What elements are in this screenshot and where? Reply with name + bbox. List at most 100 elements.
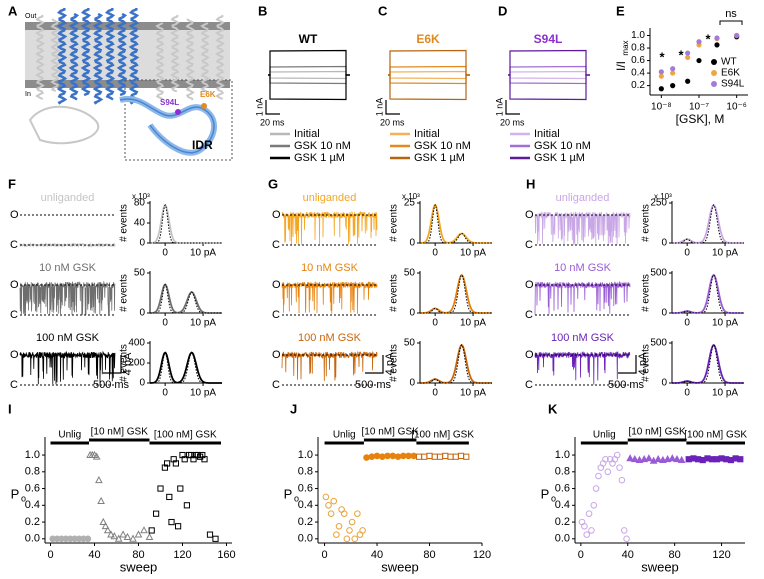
data-point: [714, 35, 720, 41]
helix: [128, 7, 140, 105]
period-label: [100 nM] GSK: [154, 430, 217, 441]
current-trace: [268, 74, 350, 101]
helix: [68, 12, 80, 101]
data-point: [654, 454, 663, 463]
annotation: *: [678, 47, 684, 62]
hist-y-label: # events: [119, 274, 130, 312]
current-trace: [508, 74, 590, 101]
x-tick-label: 10 pA: [712, 388, 738, 399]
row-label: 100 nM GSK: [298, 332, 362, 344]
current-trace: [508, 70, 590, 76]
y-tick-label: 0.2: [298, 516, 313, 528]
legend-label: Initial: [294, 128, 320, 140]
data-point: [581, 522, 588, 530]
hist-fit: [672, 344, 744, 384]
state-label: C: [272, 239, 280, 251]
data-point: [348, 518, 356, 526]
data-point: [623, 535, 630, 543]
helix: [104, 7, 116, 101]
multiplier: x 10³: [132, 192, 150, 201]
y-tick-label: 1.0: [298, 449, 313, 461]
y-axis-label-sub: o: [294, 493, 299, 503]
data-point: [734, 32, 740, 39]
scale-label: 20 ms: [380, 117, 405, 127]
panel-label: D: [498, 3, 507, 18]
y-tick-label: 0: [139, 308, 145, 319]
data-point: [394, 453, 402, 461]
y-tick-label: 1.0: [631, 30, 645, 41]
legend-label: GSK 10 nM: [294, 140, 351, 152]
hist-curve: [420, 203, 492, 244]
period-label: [10 nM] GSK: [362, 427, 420, 438]
row-label: 10 nM GSK: [39, 262, 97, 274]
row-label: unliganded: [41, 192, 95, 204]
x-tick-label: 10⁻⁷: [689, 102, 709, 113]
helix: [170, 14, 180, 93]
data-point: [201, 456, 208, 463]
data-point: [670, 83, 676, 89]
data-point: [592, 485, 600, 492]
data-point: [620, 527, 628, 534]
data-point: [442, 452, 449, 459]
y-tick-label: 0.2: [631, 80, 645, 91]
state-label: O: [272, 279, 281, 291]
mutation-site: [201, 103, 207, 109]
x-tick-label: 10 pA: [712, 318, 738, 329]
x-axis-label: sweep: [120, 559, 158, 574]
y-tick-label: 0: [661, 378, 667, 389]
current-trace: [388, 74, 470, 101]
helix: [56, 7, 68, 105]
panel-label: G: [268, 176, 278, 191]
data-point: [157, 485, 164, 492]
y-tick-label: 0.8: [555, 466, 570, 478]
state-label: C: [525, 379, 533, 391]
data-point: [363, 454, 370, 461]
cyto-domain: [28, 105, 99, 145]
data-point: [101, 521, 110, 530]
helix: [185, 18, 195, 101]
state-label: O: [272, 349, 281, 361]
data-point: [588, 527, 595, 534]
channel-trace: [534, 350, 631, 385]
y-axis-label: P: [11, 486, 20, 501]
data-point: [114, 534, 123, 542]
panel-label: F: [8, 176, 16, 191]
row-label: 10 nM GSK: [301, 262, 359, 274]
x-tick-label: 0: [321, 549, 327, 561]
legend-label: WT: [721, 57, 737, 68]
state-label: C: [10, 309, 18, 321]
data-point: [166, 493, 173, 501]
current-trace: [388, 65, 470, 76]
legend-marker: [711, 59, 717, 65]
data-point: [613, 451, 621, 459]
helix: [50, 18, 60, 92]
data-point: [183, 502, 191, 509]
channel-trace: [19, 280, 116, 316]
x-tick-label: 10 pA: [712, 248, 738, 259]
state-label: O: [525, 349, 534, 361]
hist-y-label: # events: [119, 204, 130, 242]
data-point: [626, 454, 634, 462]
current-trace: [508, 74, 590, 80]
data-point: [325, 502, 332, 509]
scale-label: 4 pA: [637, 352, 649, 375]
current-trace: [268, 70, 350, 76]
legend-label: E6K: [721, 68, 740, 79]
y-tick-label: 0: [661, 238, 667, 249]
y-tick-label: 1.0: [555, 449, 570, 461]
structure: [25, 7, 233, 161]
y-tick-label: 400: [128, 338, 145, 349]
x-tick-label: 0: [684, 318, 690, 329]
data-point: [92, 452, 101, 460]
data-point: [175, 523, 182, 530]
x-tick-label: 10⁻⁶: [726, 102, 747, 113]
scale-bar: [365, 355, 384, 374]
data-point: [359, 527, 366, 534]
row-label: unliganded: [303, 192, 357, 204]
data-point: [618, 476, 626, 484]
scale-bar: [618, 355, 637, 374]
data-point: [602, 455, 609, 463]
data-point: [415, 453, 423, 460]
legend-label: Initial: [534, 128, 560, 140]
x-tick-label: 0: [432, 388, 438, 399]
